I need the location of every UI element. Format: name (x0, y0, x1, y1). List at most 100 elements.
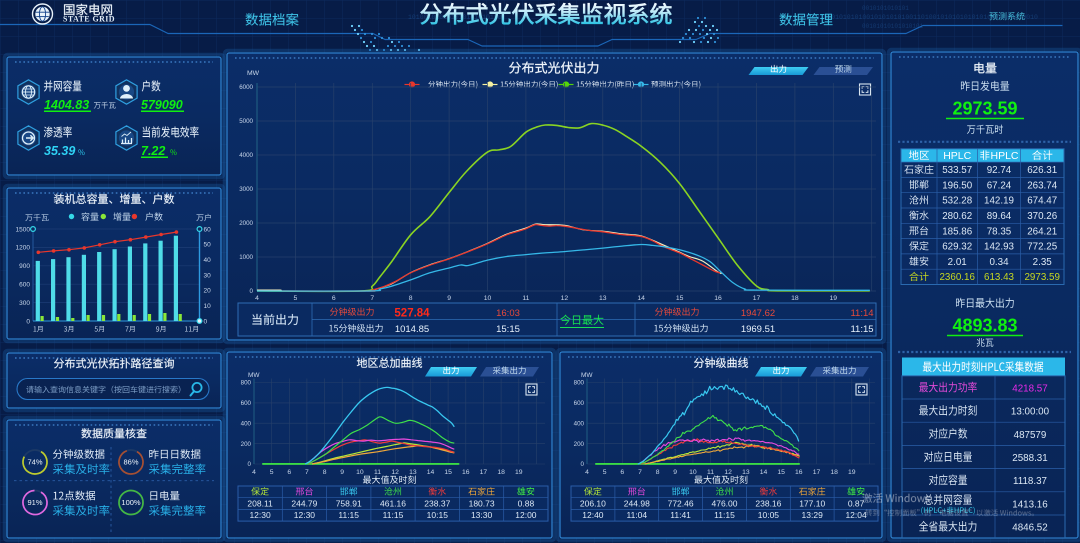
svg-text:5: 5 (603, 469, 607, 476)
svg-text:00101010101010101: 00101010101010101 (862, 23, 924, 30)
svg-text:579090: 579090 (141, 98, 183, 112)
svg-text:7: 7 (305, 469, 309, 476)
svg-text:19: 19 (848, 469, 856, 476)
svg-text:772.25: 772.25 (1027, 242, 1058, 253)
svg-text:12: 12 (561, 295, 569, 302)
svg-text:12:00: 12:00 (515, 510, 537, 520)
svg-text:11: 11 (707, 469, 714, 476)
svg-text:1969.51: 1969.51 (741, 324, 775, 335)
svg-text:533.57: 533.57 (942, 165, 972, 176)
svg-text:MW: MW (247, 70, 260, 77)
svg-text:10:05: 10:05 (758, 510, 780, 520)
svg-text:5000: 5000 (239, 118, 253, 125)
svg-text:280.62: 280.62 (942, 211, 972, 222)
svg-text:74%: 74% (27, 458, 42, 467)
svg-text:18: 18 (830, 469, 838, 476)
svg-text:15: 15 (444, 469, 452, 476)
svg-text:2588.31: 2588.31 (1012, 453, 1047, 464)
svg-text:12:30: 12:30 (294, 510, 316, 520)
svg-text:532.28: 532.28 (942, 196, 973, 207)
svg-text:13:00:00: 13:00:00 (1011, 407, 1050, 418)
svg-text:185.86: 185.86 (942, 226, 973, 237)
svg-text:600: 600 (241, 400, 252, 407)
svg-text:HPLC: HPLC (943, 150, 971, 162)
svg-text:206.10: 206.10 (580, 498, 606, 508)
svg-text:142.19: 142.19 (984, 196, 1014, 207)
svg-text:200: 200 (241, 441, 252, 448)
svg-text:15: 15 (777, 469, 785, 476)
svg-text:10: 10 (204, 303, 212, 310)
svg-text:626.31: 626.31 (1027, 165, 1057, 176)
svg-text:0: 0 (248, 461, 252, 468)
svg-text:758.91: 758.91 (336, 498, 362, 508)
svg-text:17: 17 (753, 295, 761, 302)
svg-text:13:29: 13:29 (802, 510, 824, 520)
svg-text:18: 18 (791, 295, 799, 302)
svg-text:0.34: 0.34 (989, 257, 1009, 268)
svg-text:14: 14 (427, 469, 435, 476)
svg-text:18: 18 (497, 469, 505, 476)
svg-text:11:15: 11:15 (383, 510, 404, 520)
svg-text:1413.16: 1413.16 (1012, 499, 1048, 510)
svg-text:11:04: 11:04 (626, 510, 647, 520)
svg-text:11: 11 (522, 295, 529, 302)
svg-text:674.47: 674.47 (1027, 196, 1057, 207)
svg-text:370.26: 370.26 (1027, 211, 1058, 222)
svg-text:19: 19 (515, 469, 523, 476)
svg-text:9: 9 (340, 469, 344, 476)
svg-text:0.88: 0.88 (518, 498, 535, 508)
svg-text:10:15: 10:15 (427, 510, 449, 520)
svg-text:30: 30 (204, 272, 212, 279)
svg-text:17: 17 (480, 469, 488, 476)
svg-text:0.87: 0.87 (848, 498, 865, 508)
svg-text:19: 19 (830, 295, 838, 302)
svg-text:772.46: 772.46 (668, 498, 694, 508)
svg-text:11:14: 11:14 (850, 308, 873, 319)
svg-text:MW: MW (581, 372, 593, 379)
svg-text:15:15: 15:15 (496, 324, 520, 335)
svg-text:244.79: 244.79 (291, 498, 317, 508)
svg-text:527.84: 527.84 (394, 308, 430, 320)
svg-text:3000: 3000 (239, 186, 253, 193)
svg-text:9: 9 (673, 469, 677, 476)
svg-text:6: 6 (332, 295, 336, 302)
svg-text:14: 14 (637, 295, 645, 302)
svg-text:17: 17 (813, 469, 821, 476)
svg-text:900: 900 (19, 263, 30, 270)
svg-text:13:30: 13:30 (471, 510, 493, 520)
svg-text:7.22: 7.22 (141, 144, 165, 158)
svg-text:2973.59: 2973.59 (1024, 272, 1059, 283)
svg-text:629.32: 629.32 (942, 242, 972, 253)
svg-text:2.01: 2.01 (948, 257, 967, 268)
svg-text:4: 4 (255, 295, 259, 302)
svg-text:16: 16 (795, 469, 803, 476)
svg-text:238.16: 238.16 (755, 498, 781, 508)
svg-text:300: 300 (19, 300, 30, 307)
svg-text:11:15: 11:15 (850, 324, 873, 335)
svg-text:2000: 2000 (239, 220, 253, 227)
svg-text:10: 10 (356, 469, 364, 476)
svg-text:12:30: 12:30 (249, 510, 271, 520)
svg-text:400: 400 (241, 420, 252, 427)
svg-text:4: 4 (585, 469, 589, 476)
svg-text:1118.37: 1118.37 (1013, 476, 1047, 487)
svg-text:92.74: 92.74 (987, 165, 1012, 176)
svg-text:0: 0 (26, 318, 30, 325)
svg-text:78.35: 78.35 (987, 226, 1012, 237)
svg-text:11:15: 11:15 (714, 510, 735, 520)
svg-text:HPLC: HPLC (991, 150, 1019, 162)
svg-text:12:40: 12:40 (582, 510, 604, 520)
svg-text:600: 600 (574, 400, 585, 407)
svg-text:15: 15 (676, 295, 684, 302)
svg-text:10: 10 (484, 295, 492, 302)
svg-text:8: 8 (656, 469, 660, 476)
svg-text:14: 14 (760, 469, 768, 476)
svg-text:263.74: 263.74 (1027, 180, 1058, 191)
svg-text:0: 0 (581, 461, 585, 468)
svg-text:600: 600 (19, 282, 30, 289)
svg-text:9: 9 (447, 295, 451, 302)
svg-text:101001010101010100101010101001: 1010010101010101001010101010011010010101… (800, 14, 1038, 21)
svg-text:12:04: 12:04 (845, 510, 867, 520)
svg-text:476.00: 476.00 (712, 498, 738, 508)
svg-text:13: 13 (599, 295, 607, 302)
